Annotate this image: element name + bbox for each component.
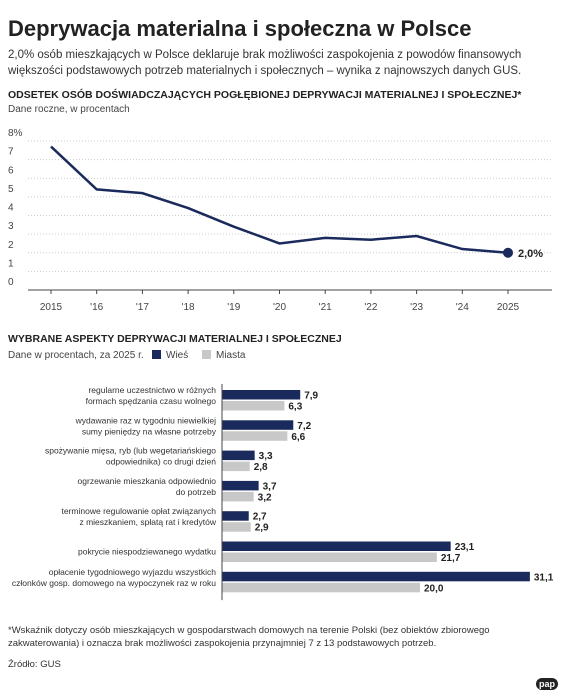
- bar: [222, 522, 251, 532]
- legend-label: Miasta: [216, 350, 246, 361]
- chart-title: WYBRANE ASPEKTY DEPRYWACJI MATERIALNEJ I…: [8, 333, 342, 345]
- x-tick-label: '23: [410, 302, 423, 313]
- y-tick-label: 1: [8, 258, 14, 269]
- title: Deprywacja materialna i społeczna w Pols…: [8, 16, 471, 41]
- category-label: pokrycie niespodziewanego wydatku: [78, 547, 216, 557]
- value-label: 7,2: [297, 421, 311, 432]
- x-tick-label: '16: [90, 302, 103, 313]
- bar: [222, 582, 420, 593]
- x-tick-label: '22: [364, 302, 377, 313]
- x-tick-label: '18: [182, 302, 195, 313]
- category-label: ogrzewanie mieszkania odpowiednio do potr…: [78, 476, 217, 497]
- y-tick-label: 8%: [8, 128, 23, 139]
- bar: [222, 420, 294, 430]
- category-label: terminowe regulowanie opłat związanych z …: [62, 506, 217, 527]
- line: [50, 145, 509, 254]
- value-label: 2,7: [253, 512, 267, 523]
- value-label: 6,3: [288, 402, 302, 413]
- bar: [222, 541, 451, 551]
- y-tick-label: 6: [8, 165, 14, 176]
- value-label: 2,0%: [518, 248, 543, 260]
- bar: [222, 461, 250, 472]
- bar: [222, 491, 254, 502]
- logo-bg: [536, 678, 558, 690]
- value-label: 23,1: [455, 542, 475, 553]
- value-label: 2,8: [254, 462, 268, 473]
- chart-title: ODSETEK OSÓB DOŚWIADCZAJĄCYCH POGŁĘBIONE…: [8, 88, 522, 101]
- value-label: 31,1: [534, 572, 554, 583]
- bar: [222, 552, 437, 562]
- legend-swatch: [152, 350, 161, 359]
- value-label: 3,7: [263, 481, 277, 492]
- y-tick-label: 5: [8, 184, 14, 195]
- bar: [222, 450, 255, 461]
- chart-subtitle: Dane roczne, w procentach: [8, 104, 130, 115]
- value-label: 3,2: [258, 492, 272, 503]
- bar: [222, 571, 530, 582]
- bar: [222, 511, 249, 521]
- category-label: spożywanie mięsa, ryb (lub wegetariański…: [45, 446, 216, 467]
- y-tick-label: 2: [8, 240, 14, 251]
- logo: pap: [539, 679, 556, 689]
- bar: [222, 480, 259, 491]
- value-label: 21,7: [441, 553, 461, 564]
- footnote: *Wskaźnik dotyczy osób mieszkających w g…: [8, 625, 490, 649]
- value-label: 7,9: [304, 391, 318, 402]
- subtitle: 2,0% osób mieszkających w Polsce deklaru…: [7, 49, 521, 77]
- value-label: 2,9: [255, 523, 269, 534]
- bar: [222, 390, 301, 400]
- chart-subtitle: Dane w procentach, za 2025 r.: [8, 350, 144, 361]
- x-tick-label: '17: [136, 302, 149, 313]
- point: [503, 247, 513, 258]
- category-label: regularne uczestnictwo w różnych formach …: [86, 385, 217, 406]
- category-label: wydawanie raz w tygodniu niewielkiej sumy…: [75, 415, 217, 436]
- y-tick-label: 7: [8, 147, 14, 158]
- y-tick-label: 3: [8, 221, 14, 232]
- y-tick-label: 4: [8, 203, 14, 214]
- x-tick-label: '20: [273, 302, 286, 313]
- x-tick-label: '21: [319, 302, 332, 313]
- x-tick-label: '19: [227, 302, 240, 313]
- source: Źródło: GUS: [8, 659, 61, 670]
- x-tick-label: 2015: [40, 302, 63, 313]
- value-label: 6,6: [291, 432, 305, 443]
- x-tick-label: 2025: [497, 302, 520, 313]
- category-label: opłacenie tygodniowego wyjazdu wszystkic…: [12, 567, 216, 588]
- y-tick-label: 0: [8, 277, 14, 288]
- legend-label: Wieś: [166, 350, 188, 361]
- value-label: 3,3: [259, 451, 273, 462]
- bar: [222, 431, 288, 441]
- x-tick-label: '24: [456, 302, 469, 313]
- value-label: 20,0: [424, 583, 444, 594]
- legend-swatch: [202, 350, 211, 359]
- bar: [222, 401, 285, 411]
